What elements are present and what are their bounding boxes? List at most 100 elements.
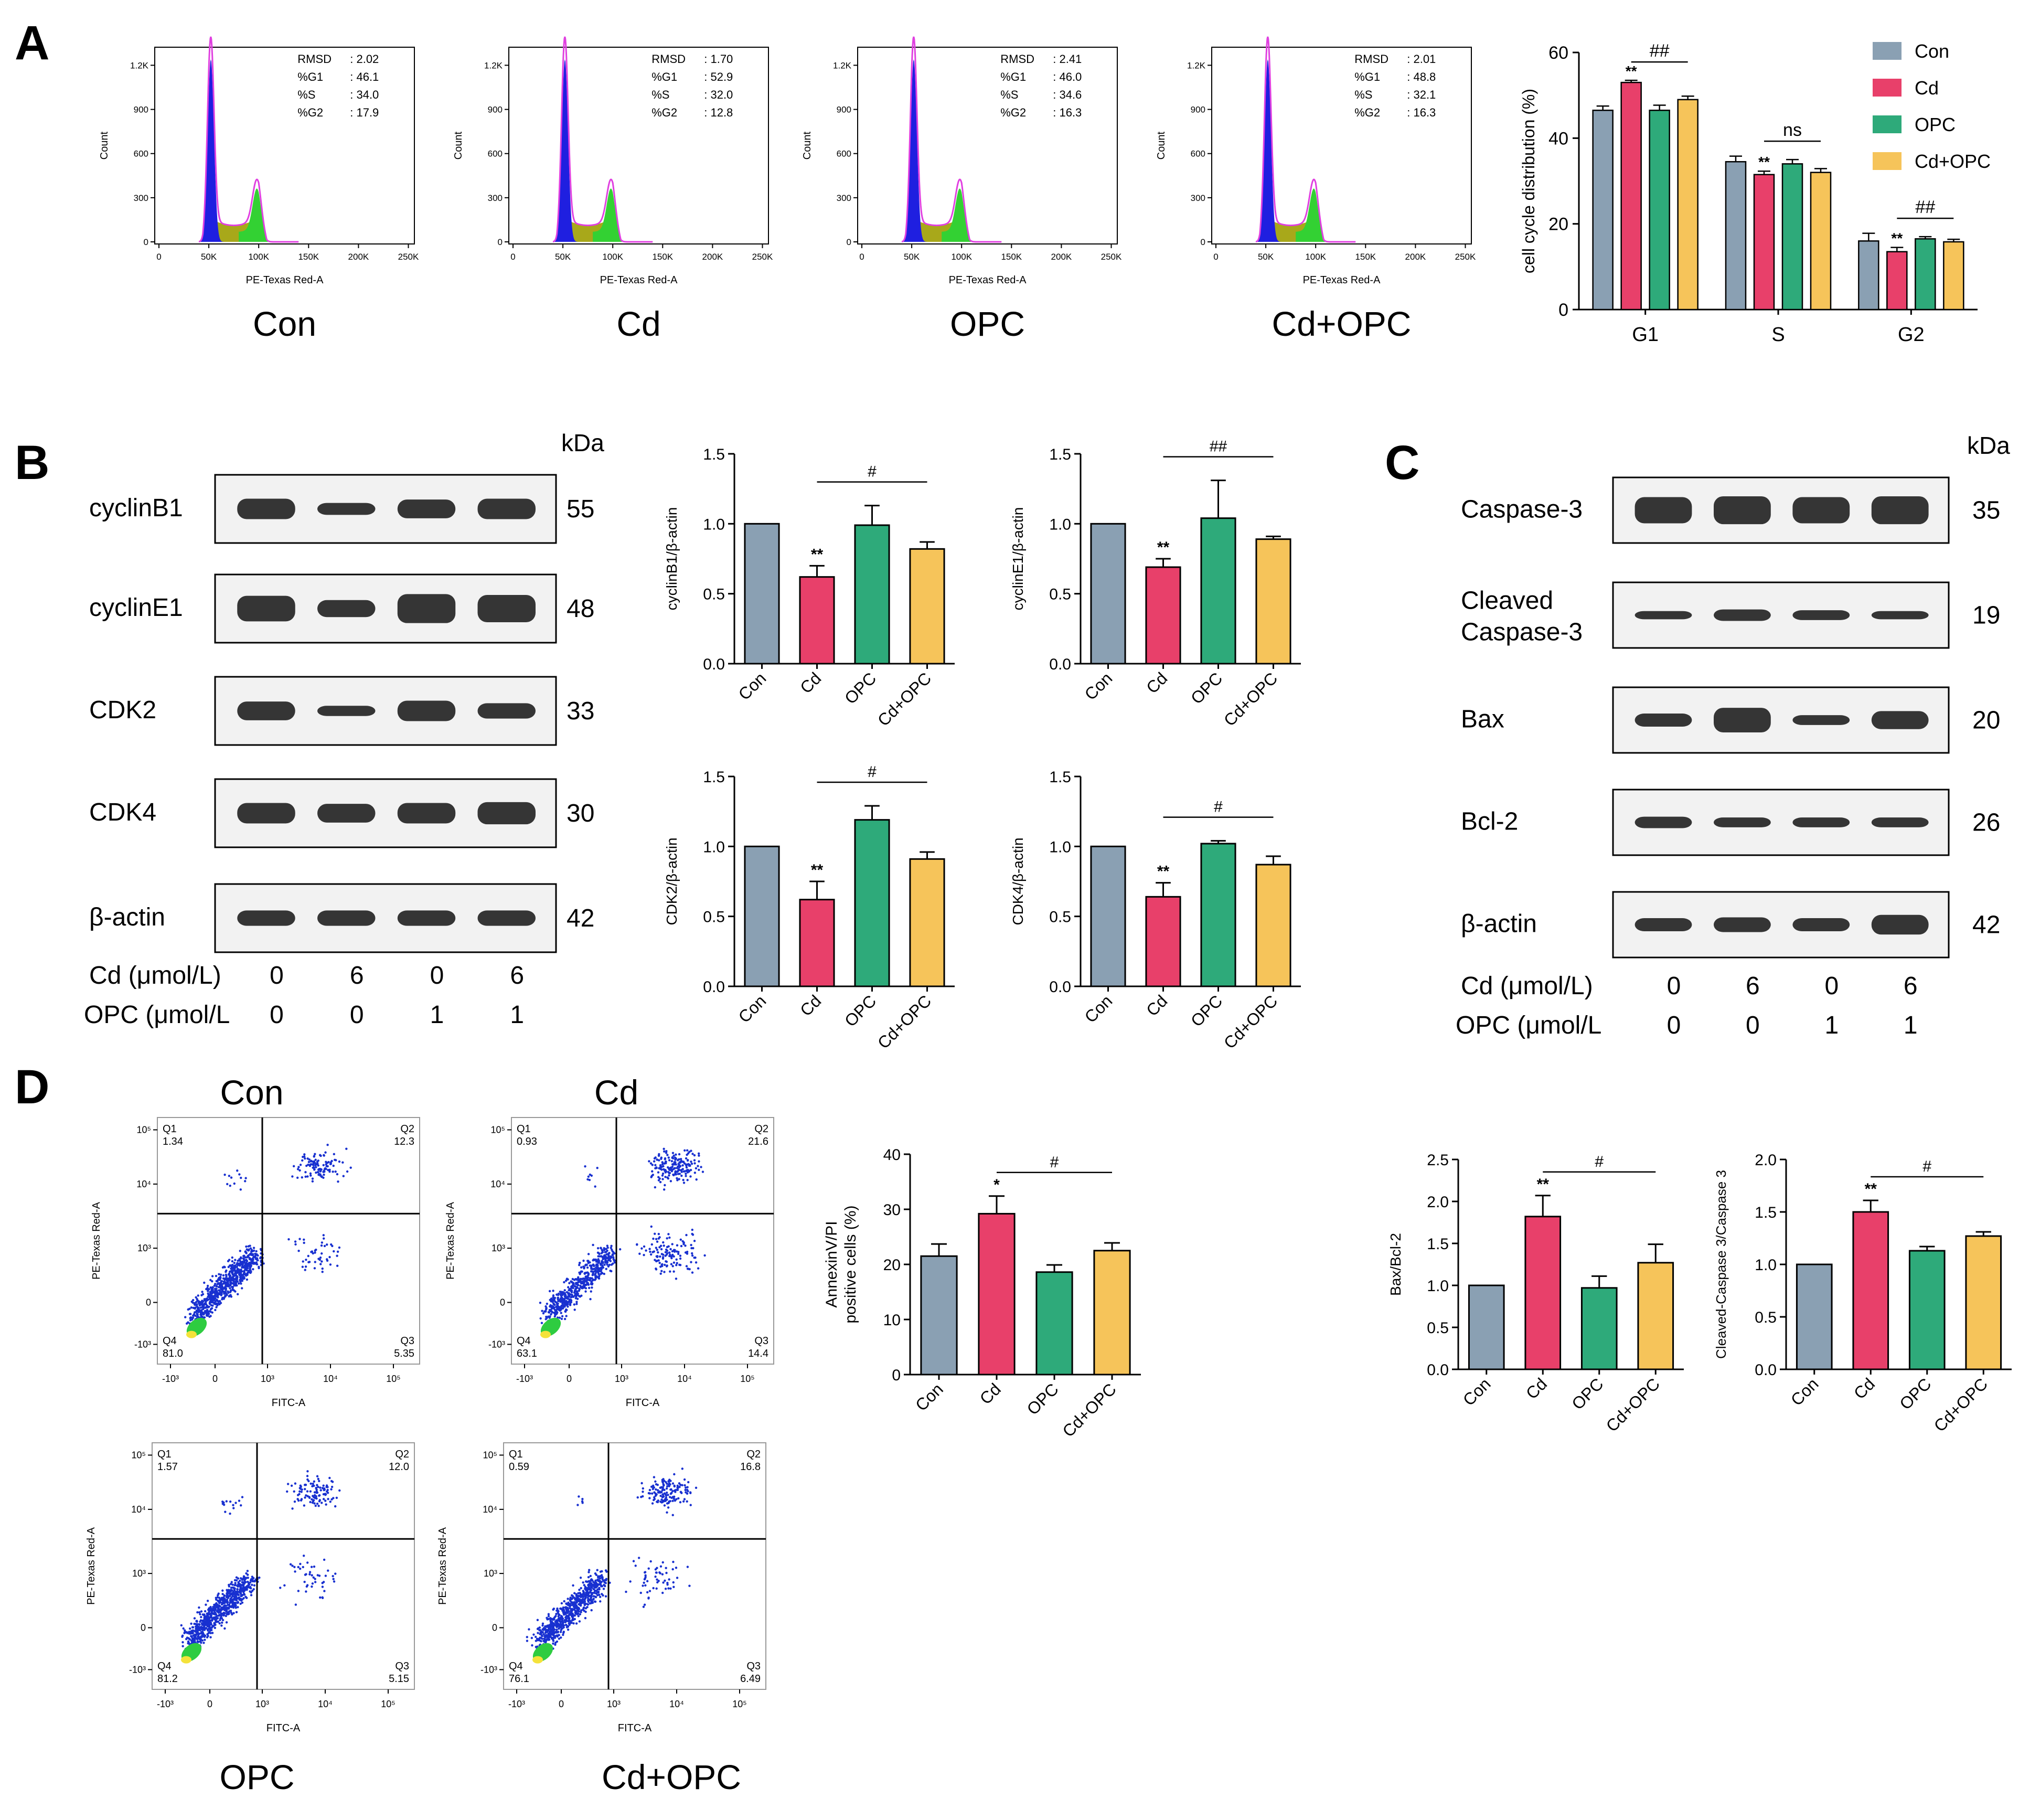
flow-dot [245,1597,248,1599]
flow-dot [221,1619,225,1622]
flow-dot [674,1173,677,1176]
flow-dot [674,1161,677,1164]
flow-dot [681,1467,684,1470]
flow-dot [225,1270,227,1273]
flow-dot [227,1283,230,1286]
flow-dot [206,1600,209,1602]
flow-dot [584,1580,587,1583]
blot-band [237,910,295,926]
flow-dot [227,1281,229,1284]
x-tick-label: Cd+OPC [874,668,935,730]
x-tick-label: Con [912,1379,947,1414]
flow-dot [245,1278,249,1281]
hist-stat-value: : 32.1 [1407,88,1436,101]
flow-dot [576,1297,579,1300]
x-tick-label: OPC [1187,991,1226,1030]
flow-dot [665,1487,668,1490]
flow-dot [567,1601,570,1604]
y-tick-label: 1.0 [1755,1257,1777,1274]
bar-cd-opc [1965,1235,2002,1370]
x-tick-label: OPC [1896,1374,1935,1413]
flow-dot [572,1622,575,1625]
flow-dot [223,1285,227,1289]
flow-dot [567,1608,570,1611]
flow-dot [661,1561,664,1564]
flow-dot [192,1306,195,1310]
flow-dot [211,1280,213,1283]
flow-dot [596,1166,599,1169]
flow-dot [569,1607,571,1610]
flow-dot [671,1250,674,1253]
flow-dot [607,1254,610,1257]
flow-dot [246,1263,249,1265]
flow-dot [311,1177,314,1180]
flow-dot [585,1591,588,1594]
flow-dot [657,1232,660,1236]
flow-dot [683,1484,686,1487]
flow-dot [323,1173,325,1176]
flow-dot [567,1278,569,1281]
quadrant-value: 81.0 [163,1348,183,1359]
flow-dot [560,1629,563,1632]
flow-dot [317,1485,319,1488]
flow-dot [587,1286,591,1290]
flow-dot [698,1168,700,1172]
bar-cd [799,576,835,665]
flow-density-peak [540,1331,551,1338]
flow-dot [286,1490,289,1493]
flow-dot [228,1279,231,1282]
flow-dot [254,1579,257,1582]
flow-dot [656,1249,659,1251]
flow-dot [693,1154,696,1157]
flow-dot [691,1228,693,1231]
flow-dot [665,1265,668,1268]
flow-dot [223,1173,226,1176]
flow-dot [220,1294,222,1296]
flow-dot [549,1624,551,1626]
flow-ytick-label: 0 [146,1297,151,1308]
flow-dot [300,1491,303,1493]
flow-dot [579,1594,582,1597]
flow-dot [213,1608,217,1610]
flow-dot [643,1245,646,1248]
hist-xtick-label: 200K [1405,252,1426,262]
bar-cd-opc [1943,241,1964,311]
flow-dot [316,1502,319,1505]
flow-dot [182,1627,185,1630]
flow-dot [328,1476,331,1480]
flow-dot [576,1504,579,1506]
flow-dot [670,1257,673,1260]
flow-dot [236,1263,238,1265]
hist-ylabel: Count [453,131,464,159]
flow-dot [228,1294,231,1297]
flow-dot [322,1498,325,1500]
flow-dot [538,1629,541,1632]
hist-xtick-label: 150K [1355,252,1376,262]
flow-dot [206,1305,209,1308]
flow-dot [575,1286,579,1289]
flow-dot [209,1286,212,1289]
kda-value: 48 [567,595,594,623]
blot-band [1792,918,1850,931]
flow-dot [236,1275,238,1278]
hist-stat-value: : 17.9 [350,106,379,119]
flow-dot [305,1259,307,1261]
flow-dot [591,1279,594,1282]
flow-dot [655,1587,658,1590]
flow-dot [200,1627,203,1630]
flow-ytick-label: 10⁴ [483,1504,497,1515]
y-tick-label: 0.5 [1755,1309,1777,1326]
flow-dot [603,1249,606,1251]
y-tick-label: 1.0 [1427,1278,1449,1295]
x-tick-label: Cd [976,1379,1005,1408]
flow-dot [690,1160,692,1163]
flow-dot [664,1157,667,1160]
flow-ylabel: PE-Texas Red-A [445,1201,456,1279]
flow-dot [647,1567,650,1570]
flow-dot [237,1282,240,1285]
flow-dot [575,1301,578,1303]
flow-dot [639,1591,642,1594]
y-axis-label: Cleaved-Caspase 3/Caspase 3 [1713,1170,1729,1359]
flow-dot [311,1180,314,1183]
